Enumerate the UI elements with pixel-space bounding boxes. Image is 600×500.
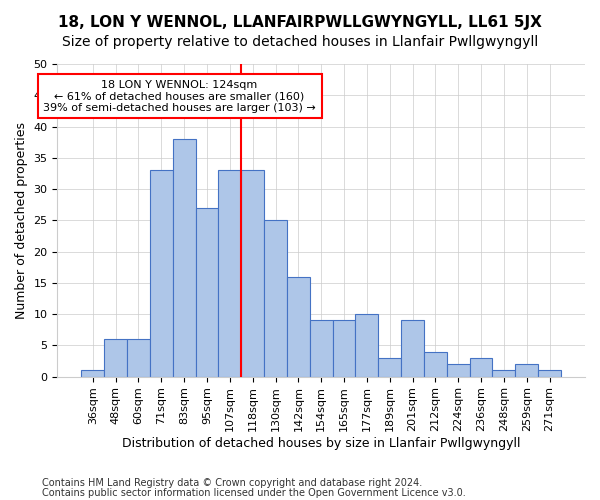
Text: 18, LON Y WENNOL, LLANFAIRPWLLGWYNGYLL, LL61 5JX: 18, LON Y WENNOL, LLANFAIRPWLLGWYNGYLL, … xyxy=(58,15,542,30)
Bar xyxy=(104,339,127,376)
Bar xyxy=(196,208,218,376)
Bar xyxy=(515,364,538,376)
Bar xyxy=(538,370,561,376)
Bar xyxy=(287,276,310,376)
Bar xyxy=(264,220,287,376)
Bar xyxy=(173,139,196,376)
Y-axis label: Number of detached properties: Number of detached properties xyxy=(15,122,28,319)
Bar xyxy=(447,364,470,376)
Text: Contains public sector information licensed under the Open Government Licence v3: Contains public sector information licen… xyxy=(42,488,466,498)
Bar xyxy=(332,320,355,376)
Bar xyxy=(218,170,241,376)
Text: Contains HM Land Registry data © Crown copyright and database right 2024.: Contains HM Land Registry data © Crown c… xyxy=(42,478,422,488)
Bar xyxy=(310,320,332,376)
Bar xyxy=(379,358,401,376)
Bar xyxy=(150,170,173,376)
Bar xyxy=(401,320,424,376)
Bar xyxy=(493,370,515,376)
Bar xyxy=(82,370,104,376)
Text: Size of property relative to detached houses in Llanfair Pwllgwyngyll: Size of property relative to detached ho… xyxy=(62,35,538,49)
X-axis label: Distribution of detached houses by size in Llanfair Pwllgwyngyll: Distribution of detached houses by size … xyxy=(122,437,520,450)
Bar xyxy=(241,170,264,376)
Bar xyxy=(470,358,493,376)
Text: 18 LON Y WENNOL: 124sqm
← 61% of detached houses are smaller (160)
39% of semi-d: 18 LON Y WENNOL: 124sqm ← 61% of detache… xyxy=(43,80,316,113)
Bar xyxy=(355,314,379,376)
Bar xyxy=(127,339,150,376)
Bar xyxy=(424,352,447,376)
